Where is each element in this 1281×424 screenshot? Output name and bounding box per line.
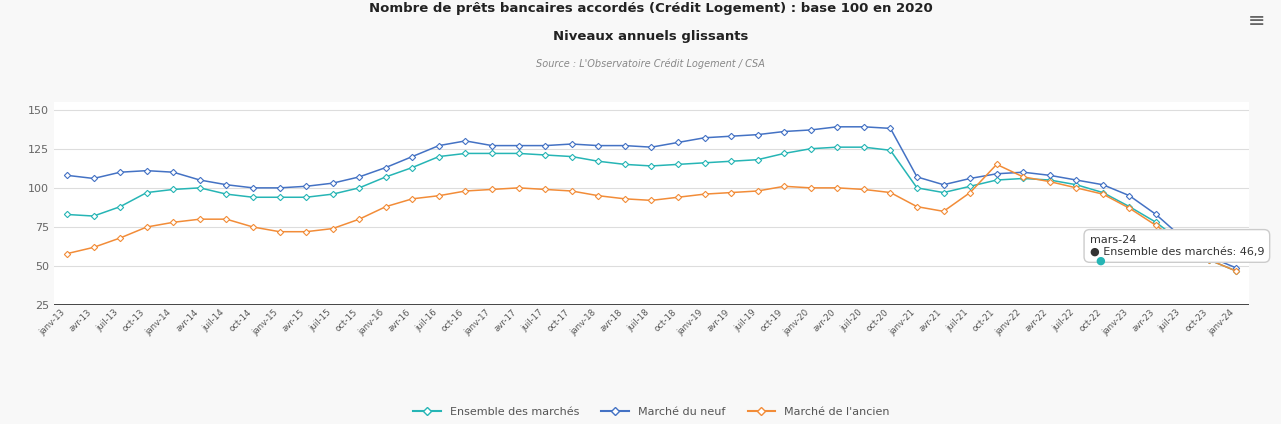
Text: mars-24
● Ensemble des marchés: 46,9: mars-24 ● Ensemble des marchés: 46,9 [1090,235,1264,257]
Legend: Ensemble des marchés, Marché du neuf, Marché de l'ancien: Ensemble des marchés, Marché du neuf, Ma… [409,402,894,422]
Text: Nombre de prêts bancaires accordés (Crédit Logement) : base 100 en 2020: Nombre de prêts bancaires accordés (Créd… [369,2,933,15]
Text: Source : L'Observatoire Crédit Logement / CSA: Source : L'Observatoire Crédit Logement … [537,59,765,69]
Text: ≡: ≡ [1248,11,1266,31]
Text: ●: ● [1095,255,1104,265]
Text: Niveaux annuels glissants: Niveaux annuels glissants [553,30,748,43]
